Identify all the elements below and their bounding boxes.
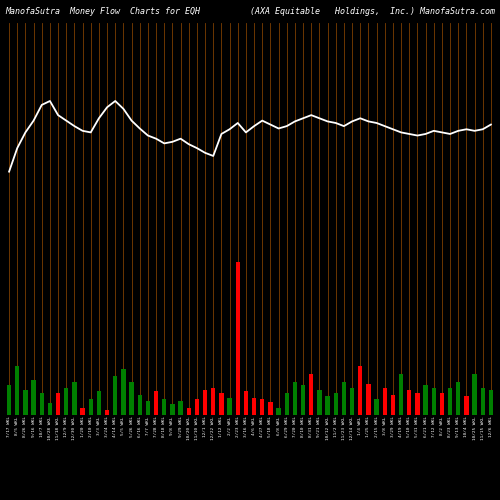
Bar bbox=[23, 390, 28, 415]
Bar bbox=[317, 390, 322, 415]
Bar bbox=[96, 392, 101, 415]
Bar bbox=[268, 402, 272, 415]
Bar bbox=[407, 390, 412, 415]
Bar bbox=[64, 388, 68, 415]
Bar bbox=[399, 374, 404, 415]
Text: ManofaSutra  Money Flow  Charts for EQH: ManofaSutra Money Flow Charts for EQH bbox=[5, 6, 200, 16]
Bar bbox=[432, 388, 436, 415]
Bar bbox=[488, 390, 493, 415]
Bar bbox=[480, 388, 485, 415]
Bar bbox=[178, 401, 183, 415]
Bar bbox=[121, 370, 126, 415]
Bar bbox=[284, 393, 289, 415]
Bar bbox=[113, 376, 117, 415]
Bar bbox=[15, 366, 20, 415]
Bar bbox=[146, 401, 150, 415]
Bar bbox=[162, 400, 166, 415]
Bar bbox=[138, 396, 142, 415]
Bar bbox=[219, 393, 224, 415]
Bar bbox=[252, 398, 256, 415]
Bar bbox=[88, 400, 93, 415]
Bar bbox=[244, 392, 248, 415]
Bar bbox=[130, 382, 134, 415]
Bar bbox=[358, 366, 362, 415]
Text: (AXA Equitable   Holdings,  Inc.) ManofaSutra.com: (AXA Equitable Holdings, Inc.) ManofaSut… bbox=[250, 6, 495, 16]
Bar bbox=[211, 388, 216, 415]
Bar bbox=[154, 392, 158, 415]
Bar bbox=[228, 398, 232, 415]
Bar bbox=[32, 380, 36, 415]
Bar bbox=[424, 385, 428, 415]
Bar bbox=[80, 408, 85, 415]
Bar bbox=[105, 410, 110, 415]
Bar bbox=[309, 374, 314, 415]
Bar bbox=[366, 384, 370, 415]
Bar bbox=[334, 393, 338, 415]
Bar bbox=[236, 262, 240, 415]
Bar bbox=[301, 385, 306, 415]
Bar bbox=[440, 393, 444, 415]
Bar bbox=[203, 390, 207, 415]
Bar bbox=[40, 393, 44, 415]
Bar bbox=[382, 388, 387, 415]
Bar bbox=[464, 396, 468, 415]
Bar bbox=[7, 385, 12, 415]
Bar bbox=[56, 393, 60, 415]
Bar bbox=[374, 400, 379, 415]
Bar bbox=[260, 400, 264, 415]
Bar bbox=[350, 388, 354, 415]
Bar bbox=[292, 382, 297, 415]
Bar bbox=[342, 382, 346, 415]
Bar bbox=[472, 374, 477, 415]
Bar bbox=[456, 382, 460, 415]
Bar bbox=[448, 388, 452, 415]
Bar bbox=[415, 393, 420, 415]
Bar bbox=[72, 382, 76, 415]
Bar bbox=[170, 404, 174, 415]
Bar bbox=[194, 400, 199, 415]
Bar bbox=[186, 408, 191, 415]
Bar bbox=[48, 403, 52, 415]
Bar bbox=[390, 396, 395, 415]
Bar bbox=[276, 408, 281, 415]
Bar bbox=[326, 396, 330, 415]
